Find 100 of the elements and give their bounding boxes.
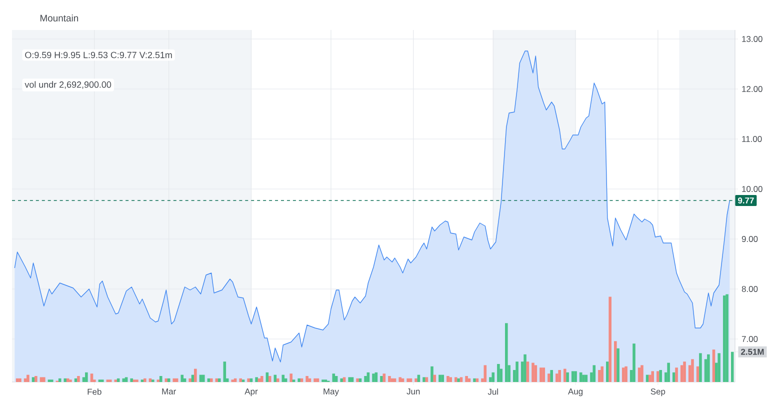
bar — [550, 370, 553, 382]
bar — [210, 378, 213, 382]
bar — [691, 359, 694, 382]
bar — [532, 362, 534, 382]
y-tick-label: 8.00 — [742, 286, 758, 292]
annotation: vol undr 2,692,900.00 — [24, 81, 112, 89]
bar — [180, 374, 184, 382]
bar — [382, 374, 386, 382]
bar — [202, 374, 205, 382]
bar — [422, 377, 426, 382]
bar — [364, 376, 367, 382]
y-tick-label: 9.00 — [742, 236, 758, 242]
bar — [608, 296, 612, 382]
y-tick-label: 10.00 — [742, 186, 762, 192]
bar — [640, 365, 644, 382]
bar — [524, 354, 526, 382]
bar — [606, 362, 609, 382]
bar — [32, 377, 35, 382]
bar — [334, 376, 338, 382]
bar — [651, 371, 654, 382]
bar — [730, 352, 734, 382]
ref-line-label: 9.77 — [738, 198, 754, 204]
bar — [332, 374, 336, 382]
bar — [40, 377, 43, 382]
bar — [42, 377, 46, 382]
y-tick-label: 12.00 — [742, 86, 762, 92]
bar — [656, 371, 660, 382]
y-tick-label: 7.00 — [742, 336, 758, 342]
bar — [473, 378, 476, 382]
bar — [414, 378, 418, 382]
bar — [497, 364, 500, 382]
bar — [558, 370, 561, 382]
bar — [638, 368, 641, 382]
y-tick-label: 13.00 — [742, 36, 762, 42]
bar — [340, 378, 344, 382]
annotation: O:9.59 H:9.95 L:9.53 C:9.77 V:2.51m — [25, 52, 172, 58]
bar — [556, 374, 558, 382]
bar — [144, 378, 146, 382]
bar — [465, 376, 468, 382]
text: Mountain — [40, 14, 78, 22]
bar — [454, 377, 458, 382]
bar — [540, 368, 542, 382]
bar — [58, 378, 62, 382]
bar — [34, 376, 38, 382]
bar — [699, 353, 702, 382]
bar — [194, 368, 197, 382]
bar — [298, 378, 300, 382]
bar — [348, 377, 351, 382]
bar — [380, 376, 383, 382]
bar — [614, 341, 617, 382]
bar — [282, 374, 285, 382]
bar — [350, 377, 354, 382]
bar — [574, 371, 577, 382]
bar — [255, 377, 258, 382]
bar — [505, 323, 508, 382]
bar — [548, 374, 550, 382]
bar — [592, 365, 596, 382]
bar — [632, 344, 636, 382]
bar — [372, 374, 375, 382]
bar — [571, 371, 574, 382]
bar — [223, 362, 226, 382]
bar — [457, 378, 460, 382]
x-tick-label: Jun — [406, 388, 420, 394]
bar — [90, 374, 94, 382]
y-tick-label: 11.00 — [742, 136, 762, 142]
bar — [388, 376, 391, 382]
bar — [260, 376, 264, 382]
x-tick-label: Jul — [488, 388, 498, 395]
bar — [159, 376, 162, 382]
bar — [188, 378, 192, 382]
x-tick-label: Apr — [244, 388, 258, 396]
bar — [77, 376, 80, 382]
bar — [683, 362, 686, 382]
x-tick-label: Mar — [162, 388, 176, 394]
bar — [563, 368, 566, 382]
bar — [85, 372, 88, 382]
bar — [314, 378, 316, 382]
bar — [622, 368, 625, 382]
bar — [425, 377, 428, 382]
bar — [18, 378, 22, 382]
bar — [624, 366, 628, 382]
bar — [484, 365, 487, 382]
bar — [239, 378, 242, 382]
bar — [712, 350, 716, 382]
bar — [542, 368, 546, 382]
bar — [667, 362, 670, 382]
bar — [441, 374, 444, 382]
x-tick-label: Aug — [568, 388, 583, 396]
bar — [306, 376, 308, 382]
bar — [616, 348, 620, 382]
bar — [707, 354, 710, 382]
y2-tick-label: 2.51M — [741, 348, 764, 355]
bar — [26, 374, 30, 382]
bar — [268, 376, 272, 382]
x-tick-label: Sep — [650, 388, 666, 396]
bar — [430, 366, 434, 382]
bar — [124, 377, 128, 382]
x-tick-label: Feb — [88, 388, 102, 395]
bar — [446, 376, 450, 382]
bar — [290, 374, 293, 382]
